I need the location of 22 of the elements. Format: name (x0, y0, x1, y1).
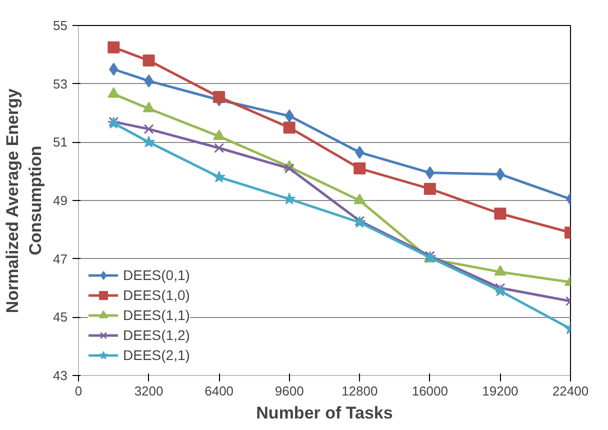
legend-label: DEES(1,1) (123, 307, 190, 323)
x-tick-label: 9600 (274, 384, 304, 398)
y-tick-label: 49 (53, 193, 68, 208)
legend-label: DEES(0,1) (123, 267, 190, 283)
y-axis-title: Normalized Average Energy Consumption (3, 88, 46, 314)
x-tick-label: 16000 (412, 384, 448, 398)
legend-label: DEES(2,1) (123, 347, 190, 363)
y-tick-label: 47 (53, 251, 68, 266)
y-tick-label: 53 (53, 76, 68, 92)
y-tick-label: 51 (53, 134, 68, 150)
legend-label: DEES(1,2) (123, 327, 190, 343)
x-tick-label: 0 (74, 384, 82, 398)
x-tick-label: 22400 (552, 384, 589, 398)
x-tick-label: 6400 (204, 384, 234, 398)
y-tick-label: 45 (53, 310, 68, 325)
x-axis-title: Number of Tasks (256, 404, 393, 422)
x-tick-label: 12800 (342, 384, 378, 398)
x-tick-label: 3200 (134, 384, 164, 398)
x-tick-label: 19200 (482, 384, 518, 398)
y-tick-label: 55 (53, 18, 68, 33)
y-tick-label: 43 (53, 368, 68, 383)
legend-label: DEES(1,0) (123, 287, 190, 303)
